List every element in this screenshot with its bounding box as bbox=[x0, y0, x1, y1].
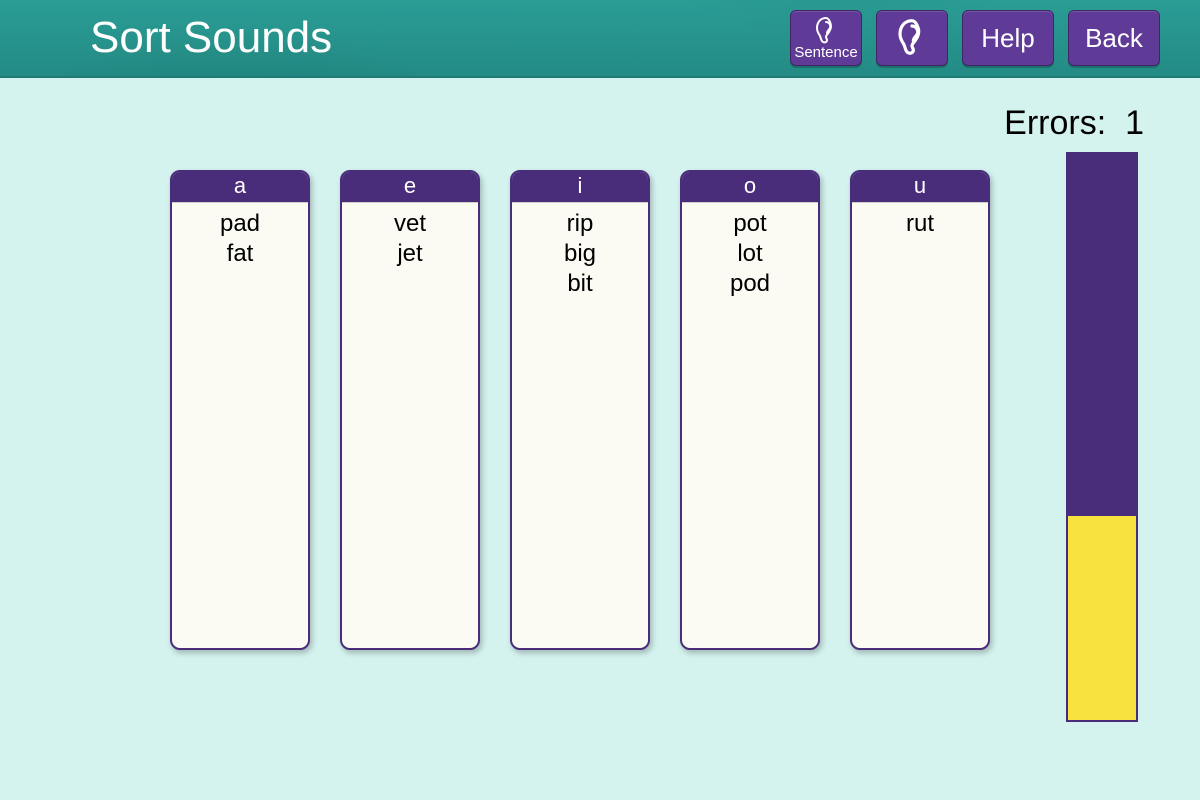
errors-label: Errors: bbox=[1004, 104, 1106, 142]
ear-icon bbox=[895, 18, 929, 58]
column-header: o bbox=[682, 172, 818, 202]
sort-columns: apadfatevetjetiripbigbitopotlotpodurut bbox=[170, 170, 990, 650]
column-header: e bbox=[342, 172, 478, 202]
sorted-word[interactable]: lot bbox=[682, 239, 818, 269]
errors-counter: Errors: 1 bbox=[1004, 104, 1144, 143]
help-button[interactable]: Help bbox=[962, 10, 1054, 66]
header-bar: Sort Sounds Sentence Help Back bbox=[0, 0, 1200, 78]
listen-button[interactable] bbox=[876, 10, 948, 66]
sorted-word[interactable]: pad bbox=[172, 209, 308, 239]
main-area: Errors: 1 apadfatevetjetiripbigbitopotlo… bbox=[0, 78, 1200, 800]
sort-column[interactable]: evetjet bbox=[340, 170, 480, 650]
sort-column[interactable]: apadfat bbox=[170, 170, 310, 650]
help-button-label: Help bbox=[981, 23, 1034, 54]
progress-bar bbox=[1066, 152, 1138, 722]
ear-icon bbox=[813, 16, 839, 46]
sentence-button[interactable]: Sentence bbox=[790, 10, 862, 66]
column-body[interactable]: potlotpod bbox=[682, 202, 818, 648]
column-body[interactable]: ripbigbit bbox=[512, 202, 648, 648]
sorted-word[interactable]: pot bbox=[682, 209, 818, 239]
column-header: i bbox=[512, 172, 648, 202]
sorted-word[interactable]: fat bbox=[172, 239, 308, 269]
sorted-word[interactable]: big bbox=[512, 239, 648, 269]
errors-count: 1 bbox=[1125, 104, 1144, 142]
column-body[interactable]: padfat bbox=[172, 202, 308, 648]
sort-column[interactable]: opotlotpod bbox=[680, 170, 820, 650]
sorted-word[interactable]: rut bbox=[852, 209, 988, 239]
column-header: a bbox=[172, 172, 308, 202]
progress-fill bbox=[1068, 516, 1136, 720]
sorted-word[interactable]: pod bbox=[682, 269, 818, 299]
column-body[interactable]: rut bbox=[852, 202, 988, 648]
sort-column[interactable]: iripbigbit bbox=[510, 170, 650, 650]
column-header: u bbox=[852, 172, 988, 202]
sort-column[interactable]: u rut bbox=[850, 170, 990, 650]
page-title: Sort Sounds bbox=[90, 13, 332, 63]
back-button-label: Back bbox=[1085, 23, 1143, 54]
sorted-word[interactable]: jet bbox=[342, 239, 478, 269]
back-button[interactable]: Back bbox=[1068, 10, 1160, 66]
sorted-word[interactable]: bit bbox=[512, 269, 648, 299]
sentence-button-label: Sentence bbox=[794, 44, 857, 61]
column-body[interactable]: vetjet bbox=[342, 202, 478, 648]
sorted-word[interactable]: vet bbox=[342, 209, 478, 239]
header-buttons: Sentence Help Back bbox=[790, 10, 1160, 66]
sorted-word[interactable]: rip bbox=[512, 209, 648, 239]
